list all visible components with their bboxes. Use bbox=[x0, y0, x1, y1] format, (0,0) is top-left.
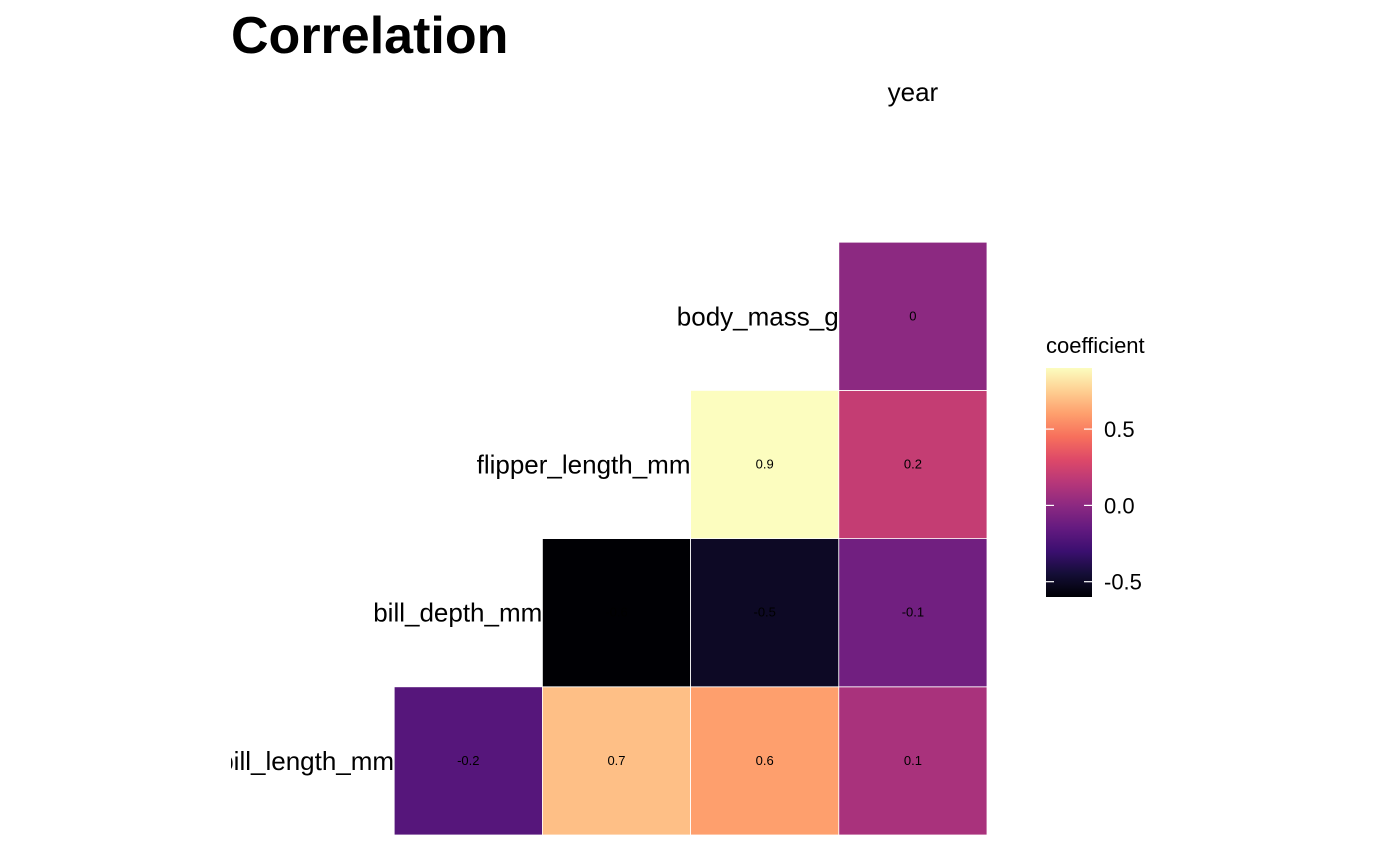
legend-tick-label: -0.5 bbox=[1104, 570, 1142, 595]
cell-value-label: 0.2 bbox=[904, 457, 922, 472]
chart-title: Correlation bbox=[231, 7, 508, 65]
variable-label-year: year bbox=[888, 77, 939, 107]
heatmap-cell-bill-depth-mm-flipper-length-mm bbox=[542, 538, 692, 688]
cell-value-label: 0.7 bbox=[607, 753, 625, 768]
variable-label-body-mass-g: body_mass_g bbox=[677, 301, 839, 331]
heatmap-cell-bill-length-mm-body-mass-g bbox=[690, 686, 840, 836]
heatmap-cell-flipper-length-mm-body-mass-g bbox=[690, 389, 840, 539]
legend-ticks: 0.5 0.0 -0.5 bbox=[1046, 417, 1142, 595]
cell-value-label: -0.5 bbox=[753, 605, 775, 620]
cell-value-label: 0.9 bbox=[756, 457, 774, 472]
heatmap-cell-bill-length-mm-bill-depth-mm bbox=[393, 686, 543, 836]
heatmap-cells: -0.2 0.7 0.6 0.1 -0.6 -0.5 -0.1 0.9 0.2 0 bbox=[393, 241, 988, 836]
cell-value-label: 0.6 bbox=[756, 753, 774, 768]
cell-value-label: 0.1 bbox=[904, 753, 922, 768]
cell-value-label: 0 bbox=[909, 308, 916, 323]
color-legend: coefficient 0.5 0.0 -0.5 bbox=[1046, 333, 1145, 597]
legend-title: coefficient bbox=[1046, 333, 1145, 358]
cell-value-label: -0.2 bbox=[457, 753, 479, 768]
cell-value-label: -0.6 bbox=[605, 605, 627, 620]
legend-colorbar bbox=[1046, 368, 1092, 597]
variable-label-bill-length-mm: bill_length_mm bbox=[219, 746, 394, 776]
legend-tick-label: 0.0 bbox=[1104, 493, 1135, 518]
legend-tick-label: 0.5 bbox=[1104, 417, 1135, 442]
heatmap-cell-body-mass-g-year bbox=[838, 241, 988, 391]
variable-label-flipper-length-mm: flipper_length_mm bbox=[477, 450, 691, 480]
heatmap-cell-bill-length-mm-flipper-length-mm bbox=[542, 686, 692, 836]
heatmap-cell-bill-depth-mm-year bbox=[838, 538, 988, 688]
cell-value-label: -0.1 bbox=[902, 605, 924, 620]
variable-label-bill-depth-mm: bill_depth_mm bbox=[373, 598, 542, 628]
variable-labels: bill_length_mm bill_depth_mm flipper_lengt… bbox=[219, 77, 939, 776]
heatmap-cell-bill-depth-mm-body-mass-g bbox=[690, 538, 840, 688]
heatmap-cell-flipper-length-mm-year bbox=[838, 389, 988, 539]
